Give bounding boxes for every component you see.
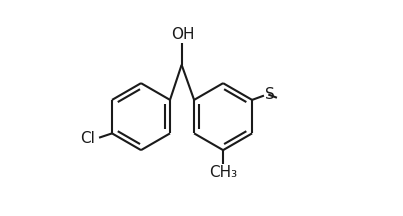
Text: CH₃: CH₃ (209, 165, 237, 180)
Text: S: S (265, 87, 275, 102)
Text: Cl: Cl (80, 131, 95, 146)
Text: OH: OH (171, 27, 195, 42)
